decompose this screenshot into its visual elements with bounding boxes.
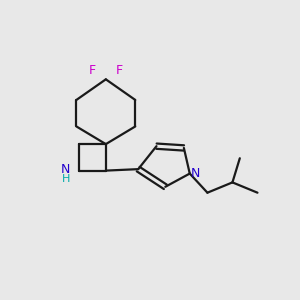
Text: H: H bbox=[61, 174, 70, 184]
Text: F: F bbox=[116, 64, 123, 77]
Text: N: N bbox=[61, 163, 70, 176]
Text: F: F bbox=[89, 64, 96, 77]
Text: N: N bbox=[190, 167, 200, 180]
